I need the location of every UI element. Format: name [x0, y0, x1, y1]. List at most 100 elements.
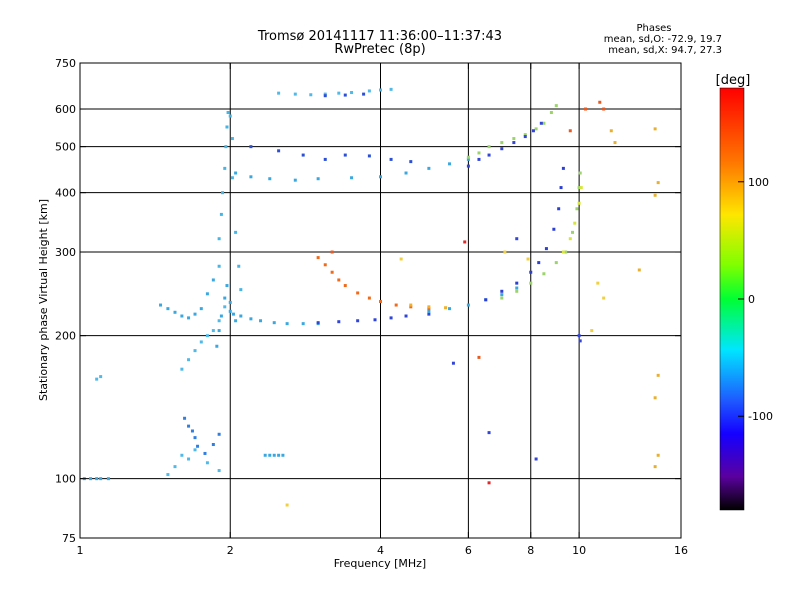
echo-point — [228, 300, 232, 304]
x-tick-label: 1 — [77, 544, 84, 557]
colorbar-unit-label: [deg] — [716, 73, 751, 88]
echo-point — [596, 281, 600, 285]
echo-point — [95, 477, 99, 481]
echo-point — [577, 201, 581, 205]
echo-point — [211, 443, 215, 447]
echo-point — [534, 127, 538, 131]
echo-point — [451, 361, 455, 365]
echo-point — [653, 127, 657, 131]
echo-point — [272, 453, 276, 457]
echo-point — [512, 137, 516, 141]
echo-point — [571, 230, 575, 234]
echo-point — [259, 319, 263, 323]
echo-point — [237, 264, 241, 268]
echo-point — [379, 300, 382, 304]
echo-point — [427, 309, 431, 313]
echo-point — [205, 461, 209, 465]
echo-point — [389, 87, 393, 91]
y-tick-label: 750 — [55, 57, 76, 70]
echo-point — [293, 178, 297, 182]
echo-point — [219, 212, 223, 216]
echo-point — [272, 321, 276, 325]
echo-point — [379, 175, 382, 179]
echo-point — [573, 221, 577, 225]
echo-point — [656, 181, 660, 185]
echo-point — [187, 424, 191, 428]
echo-point — [193, 448, 197, 452]
echo-point — [394, 303, 398, 307]
y-tick-label: 400 — [55, 187, 76, 200]
echo-point — [389, 316, 393, 320]
echo-point — [515, 237, 519, 241]
echo-point — [656, 453, 660, 457]
echo-point — [552, 227, 556, 231]
echo-point — [577, 186, 581, 190]
echo-point — [316, 321, 320, 325]
echo-point — [427, 166, 431, 170]
colorbar-tick-label: -100 — [748, 410, 773, 423]
echo-point — [523, 135, 527, 139]
echo-point — [613, 141, 617, 145]
echo-point — [180, 367, 184, 371]
echo-point — [477, 151, 481, 155]
echo-point — [466, 164, 470, 168]
echo-point — [637, 268, 641, 272]
echo-point — [293, 92, 297, 96]
echo-point — [219, 314, 223, 318]
echo-point — [193, 436, 197, 440]
y-tick-labels: 75 100 200 300 400 500 600 750 — [55, 57, 76, 545]
echo-point — [166, 307, 170, 311]
echo-point — [561, 166, 565, 170]
echo-point — [228, 309, 232, 313]
echo-point — [316, 177, 320, 181]
colorbar-tick-label: 0 — [748, 293, 755, 306]
echo-point — [343, 284, 347, 288]
echo-point — [215, 344, 219, 348]
echo-point — [526, 257, 530, 261]
echo-point — [199, 340, 203, 344]
echo-point — [500, 289, 504, 293]
echo-point — [226, 110, 230, 114]
echo-point — [217, 432, 221, 436]
echo-point — [225, 125, 229, 129]
echo-point — [448, 307, 452, 311]
echo-point — [584, 107, 588, 111]
echo-point — [217, 329, 221, 333]
echo-point — [598, 100, 602, 104]
echo-point — [316, 256, 320, 260]
echo-point — [564, 250, 568, 254]
echo-point — [554, 261, 558, 265]
echo-point — [427, 307, 431, 311]
echo-point — [203, 451, 207, 455]
echo-point — [277, 149, 281, 153]
echo-point — [609, 129, 613, 133]
echo-point — [409, 303, 413, 307]
echo-point — [477, 355, 481, 359]
y-tick-label: 300 — [55, 246, 76, 259]
echo-point — [249, 175, 253, 179]
echo-point — [249, 317, 253, 321]
echo-point — [277, 453, 281, 457]
echo-point — [409, 160, 413, 164]
echo-point — [187, 316, 191, 320]
echo-point — [544, 247, 548, 251]
echo-point — [404, 171, 408, 175]
phases-mean-x: mean, sd,X: 94.7, 27.3 — [608, 45, 722, 56]
echo-point — [230, 137, 234, 141]
echo-point — [578, 339, 582, 343]
echo-point — [515, 289, 519, 293]
echo-point — [225, 284, 229, 288]
y-tick-label: 500 — [55, 141, 76, 154]
echo-point — [285, 322, 289, 326]
echo-point — [190, 429, 194, 433]
echo-point — [367, 296, 371, 300]
echo-point — [183, 416, 187, 420]
echo-point — [95, 377, 99, 381]
echo-point — [500, 293, 504, 297]
y-axis-label: Stationary phase Virtual Height [km] — [37, 199, 50, 401]
echo-point — [554, 104, 558, 108]
echo-point — [230, 176, 234, 180]
echo-point — [559, 186, 563, 190]
echo-point — [224, 145, 228, 149]
x-tick-label: 4 — [377, 544, 384, 557]
